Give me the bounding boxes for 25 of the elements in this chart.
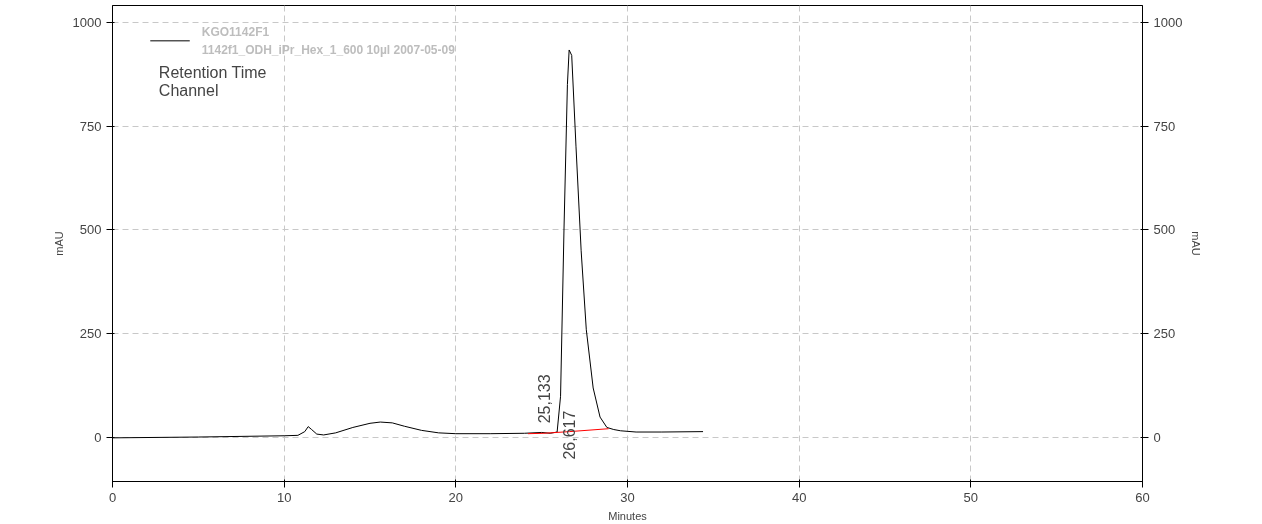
x-tick-label: 20	[448, 489, 464, 505]
y-tick-label: 1000	[72, 14, 102, 30]
annotation: Retention Time	[158, 63, 267, 81]
y2-tick-label: 500	[1153, 222, 1176, 238]
annotation: 26,617	[561, 410, 579, 460]
y-tick-label: 250	[79, 326, 102, 342]
y-tick-label: 0	[94, 430, 102, 446]
y2-tick-label: 750	[1153, 118, 1176, 134]
x-axis-title: Minutes	[608, 509, 648, 522]
y-tick-label: 500	[79, 222, 102, 238]
x-tick-label: 50	[963, 489, 979, 505]
annotation: 25,133	[535, 374, 553, 424]
legend-label: KGO1142F1 1142f1_ODH_iPr_Hex_1_600 10µl 2007-05-09	[201, 24, 456, 58]
y2-tick-label: 1000	[1153, 14, 1183, 30]
x-tick-label: 30	[620, 489, 635, 505]
x-tick-label: 10	[276, 489, 292, 505]
annotation: Channel	[158, 82, 219, 100]
y2-axis-title: mAU	[1190, 231, 1203, 256]
y2-tick-label: 0	[1153, 430, 1161, 446]
x-tick-label: 0	[108, 489, 117, 505]
x-tick-label: 60	[1135, 489, 1150, 505]
y2-tick-label: 250	[1153, 326, 1176, 342]
x-tick-label: 40	[791, 489, 807, 505]
y-tick-label: 750	[79, 118, 102, 134]
y-axis-title: mAU	[52, 231, 65, 256]
